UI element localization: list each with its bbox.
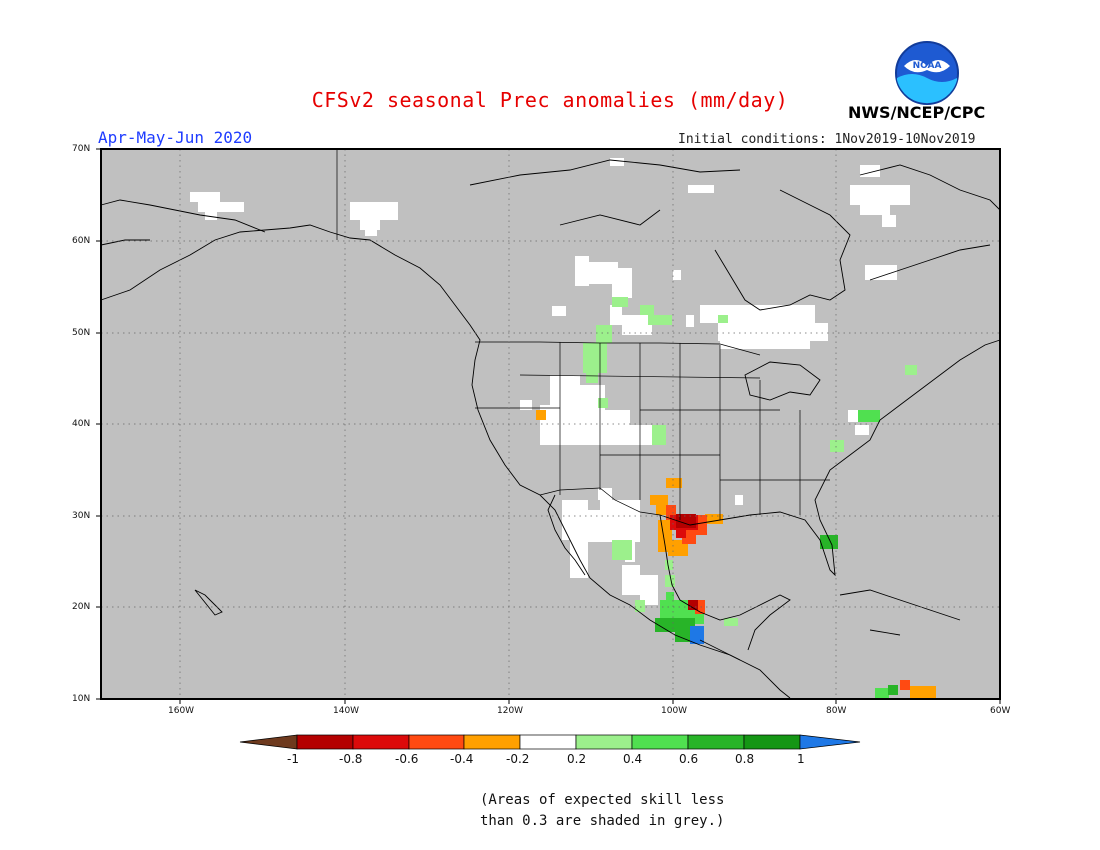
agency-label: NWS/NCEP/CPC <box>848 103 986 122</box>
light-green-patches <box>583 297 917 626</box>
colorbar-bin <box>463 734 521 750</box>
colorbar-label: 0.6 <box>679 752 699 766</box>
coastlines <box>100 159 1001 699</box>
lon-label: 80W <box>826 706 847 716</box>
blue-patch <box>690 626 704 644</box>
colorbar-label: 0.8 <box>735 752 755 766</box>
colorbar <box>239 734 861 750</box>
lon-label: 60W <box>990 706 1011 716</box>
political-borders <box>336 149 830 661</box>
tick-marks <box>96 148 1001 704</box>
colorbar-label: 0.4 <box>623 752 643 766</box>
colorbar-label: 0.2 <box>567 752 587 766</box>
colorbar-label: -0.4 <box>450 752 474 766</box>
colorbar-bin <box>408 734 465 750</box>
colorbar-label: -0.2 <box>506 752 530 766</box>
lat-label: 30N <box>72 511 91 521</box>
colorbar-bin <box>743 734 801 750</box>
colorbar-bin <box>687 734 745 750</box>
colorbar-bin <box>352 734 410 750</box>
colorbar-bin <box>631 734 689 750</box>
lat-label: 20N <box>72 602 91 612</box>
lat-label: 50N <box>72 328 91 338</box>
white-patches <box>190 158 910 605</box>
colorbar-bin <box>296 734 354 750</box>
colorbar-right-arrow <box>799 734 861 750</box>
colorbar-bin <box>519 734 577 750</box>
colorbar-label: -0.6 <box>395 752 419 766</box>
anomaly-shading <box>190 158 936 698</box>
lat-label: 40N <box>72 419 91 429</box>
colorbar-left-arrow <box>239 734 298 750</box>
graticule <box>101 149 1000 699</box>
colorbar-label: -0.8 <box>339 752 363 766</box>
initial-conditions-label: Initial conditions: 1Nov2019-10Nov2019 <box>678 132 976 147</box>
lon-label: 120W <box>497 706 524 716</box>
skill-note-line: than 0.3 are shaded in grey.) <box>480 813 725 829</box>
lon-label: 140W <box>333 706 360 716</box>
map-title: CFSv2 seasonal Prec anomalies (mm/day) <box>311 88 789 112</box>
colorbar-label: 1 <box>797 752 805 766</box>
colorbar-bin <box>575 734 633 750</box>
noaa-logo: NOAA <box>895 41 959 105</box>
season-label: Apr-May-Jun 2020 <box>98 128 253 147</box>
lon-label: 100W <box>661 706 688 716</box>
skill-note-line: (Areas of expected skill less <box>480 792 725 808</box>
skill-note: (Areas of expected skill less than 0.3 a… <box>480 790 724 832</box>
lat-label: 70N <box>72 144 91 154</box>
lat-label: 60N <box>72 236 91 246</box>
logo-text: NOAA <box>913 61 942 71</box>
colorbar-label: -1 <box>287 752 299 766</box>
lon-label: 160W <box>168 706 195 716</box>
lat-label: 10N <box>72 694 91 704</box>
